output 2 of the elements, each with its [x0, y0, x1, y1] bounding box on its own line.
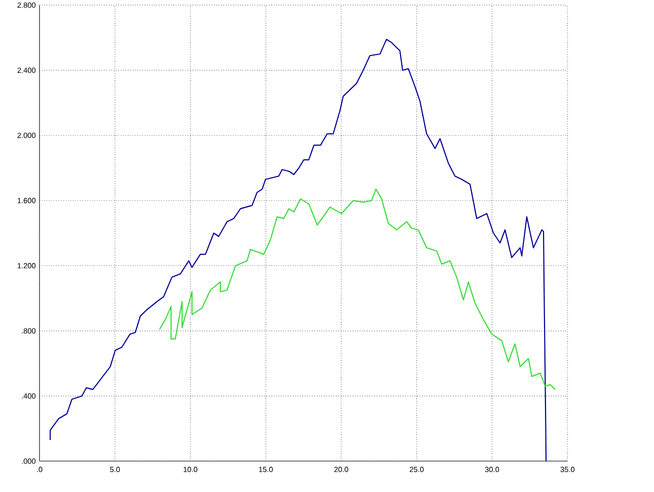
line-series [159, 188, 556, 390]
line-series [50, 38, 547, 462]
